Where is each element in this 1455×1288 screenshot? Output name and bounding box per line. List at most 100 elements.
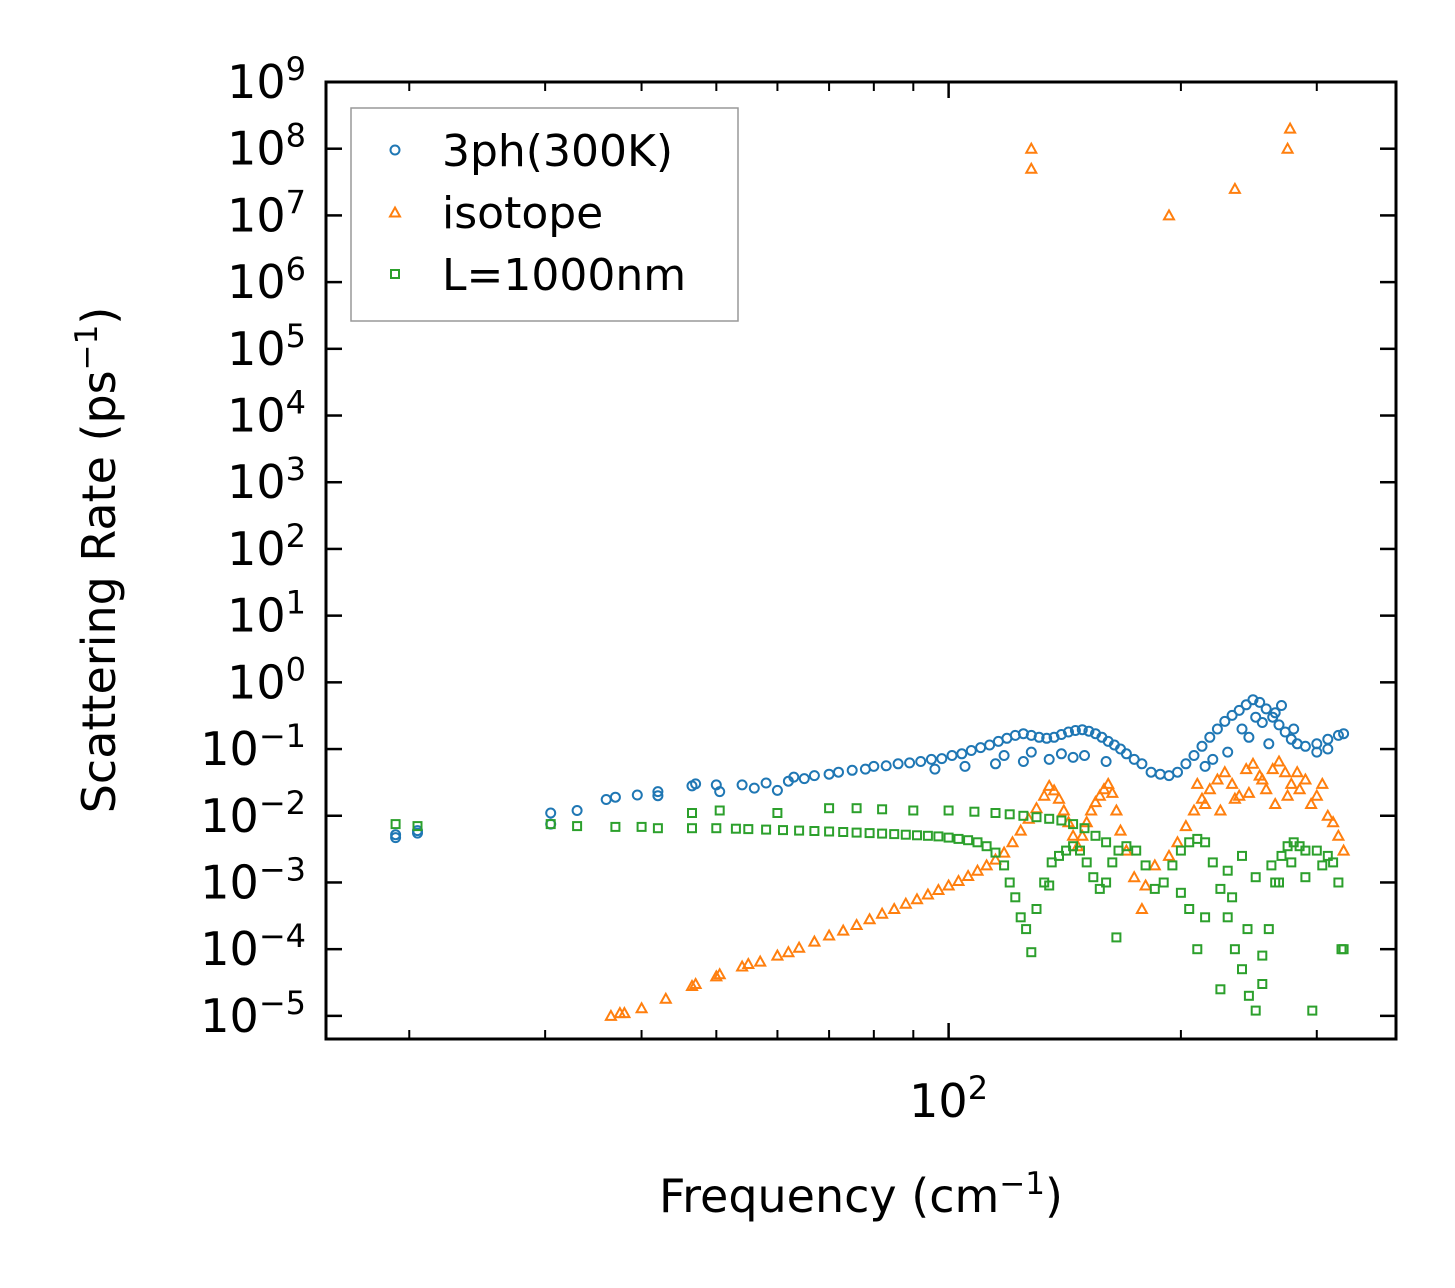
point-series-2-20 <box>889 829 900 840</box>
point-series-2-37 <box>1031 904 1042 914</box>
point-series-1-19 <box>862 912 877 925</box>
point-series-1-35 <box>1022 811 1036 824</box>
point-series-0-108 <box>1322 743 1334 755</box>
point-series-0-51 <box>1076 724 1088 736</box>
point-series-0-18 <box>760 777 772 789</box>
point-series-1-71 <box>1246 756 1260 769</box>
point-series-1-6 <box>688 976 703 989</box>
y-tick-label-7: 102 <box>227 517 306 576</box>
point-series-2-93 <box>1044 813 1055 824</box>
point-series-1-27 <box>951 873 966 886</box>
legend-box <box>350 107 739 322</box>
point-series-2-51 <box>1131 845 1142 856</box>
point-series-2-103 <box>1200 912 1211 923</box>
point-series-0-74 <box>1247 694 1259 706</box>
y-tick-label-5: 104 <box>227 384 306 443</box>
point-series-1-46 <box>1080 815 1094 828</box>
point-series-1-81 <box>1321 808 1335 821</box>
y-tick-label-13: 10−4 <box>200 917 306 976</box>
point-series-1-84 <box>1190 776 1204 789</box>
point-series-1-28 <box>961 868 975 881</box>
point-series-2-28 <box>972 837 983 848</box>
point-series-2-101 <box>1184 904 1195 914</box>
point-series-0-60 <box>1136 758 1148 770</box>
point-series-0-9 <box>631 789 643 801</box>
point-series-1-3 <box>634 1001 649 1014</box>
point-series-1-91 <box>1280 788 1295 801</box>
point-series-1-77 <box>1284 776 1298 789</box>
point-series-0-5 <box>545 807 557 819</box>
point-series-1-53 <box>1109 803 1124 816</box>
point-series-1-93 <box>1304 796 1318 809</box>
point-series-2-33 <box>1010 892 1021 903</box>
point-series-0-85 <box>1332 729 1344 741</box>
legend-label-boundary: L=1000nm <box>442 250 686 301</box>
point-series-2-27 <box>963 835 974 846</box>
point-series-1-67 <box>1218 765 1232 778</box>
point-series-1-11 <box>753 954 767 967</box>
point-series-2-17 <box>851 827 862 838</box>
point-series-0-94 <box>1025 746 1037 758</box>
point-series-2-105 <box>1227 892 1238 903</box>
point-series-1-8 <box>713 967 727 980</box>
point-series-2-100 <box>1111 932 1122 943</box>
point-series-0-15 <box>714 786 726 798</box>
point-series-2-14 <box>809 826 820 836</box>
point-series-2-40 <box>1054 850 1064 861</box>
point-series-0-11 <box>652 790 664 802</box>
point-series-0-91 <box>1043 753 1055 765</box>
legend-label-3ph: 3ph(300K) <box>442 126 673 177</box>
point-series-1-25 <box>931 882 946 895</box>
point-series-2-94 <box>1056 815 1067 826</box>
point-series-2-55 <box>1167 860 1178 871</box>
point-series-0-110 <box>1199 760 1211 772</box>
point-series-1-78 <box>1290 765 1304 778</box>
point-series-2-34 <box>1015 912 1026 923</box>
legend: 3ph(300K) isotope L=1000nm <box>350 107 739 322</box>
point-series-0-19 <box>771 784 783 796</box>
point-series-1-12 <box>770 948 785 961</box>
point-series-0-75 <box>1254 696 1266 708</box>
point-series-1-20 <box>875 906 889 919</box>
point-series-1-13 <box>781 945 796 958</box>
point-series-2-36 <box>1026 947 1037 958</box>
point-series-2-63 <box>1229 944 1240 955</box>
point-series-0-28 <box>868 760 880 772</box>
point-series-2-43 <box>1075 845 1085 856</box>
point-series-2-87 <box>943 805 954 816</box>
legend-marker-3ph <box>389 144 401 156</box>
point-series-2-104 <box>1215 984 1226 995</box>
point-series-2-82 <box>687 808 697 818</box>
point-series-0-78 <box>1273 719 1285 731</box>
point-series-1-86 <box>1213 803 1228 816</box>
point-series-0-98 <box>1222 746 1234 758</box>
y-tick-label-14: 10−5 <box>200 984 306 1043</box>
point-series-2-95 <box>1068 819 1079 830</box>
point-series-2-47 <box>1101 877 1112 888</box>
point-series-2-9 <box>730 823 741 834</box>
point-series-0-70 <box>1219 715 1231 727</box>
point-series-2-67 <box>1257 979 1268 989</box>
point-series-2-116 <box>1286 857 1297 868</box>
point-series-2-3 <box>572 821 583 832</box>
point-series-2-65 <box>1243 990 1254 1001</box>
point-series-2-7 <box>687 823 697 834</box>
point-series-0-46 <box>1041 732 1053 744</box>
point-series-2-35 <box>1021 924 1032 935</box>
point-series-1-48 <box>1088 795 1103 808</box>
point-series-1-89 <box>1255 772 1269 785</box>
point-series-0-32 <box>915 756 927 767</box>
point-series-0-50 <box>1069 725 1081 736</box>
point-series-2-97 <box>1090 830 1101 841</box>
point-series-1-33 <box>1005 835 1020 848</box>
point-series-2-111 <box>1175 887 1186 898</box>
point-series-2-64 <box>1237 964 1247 975</box>
point-series-1-38 <box>1042 778 1056 791</box>
point-series-2-98 <box>1101 837 1112 848</box>
y-tick-label-8: 101 <box>227 584 306 643</box>
point-series-1-39 <box>1047 783 1061 796</box>
point-series-1-73 <box>1259 782 1273 795</box>
y-tick-label-0: 109 <box>227 50 306 109</box>
point-series-0-48 <box>1055 729 1067 740</box>
point-series-2-109 <box>1307 1005 1318 1016</box>
